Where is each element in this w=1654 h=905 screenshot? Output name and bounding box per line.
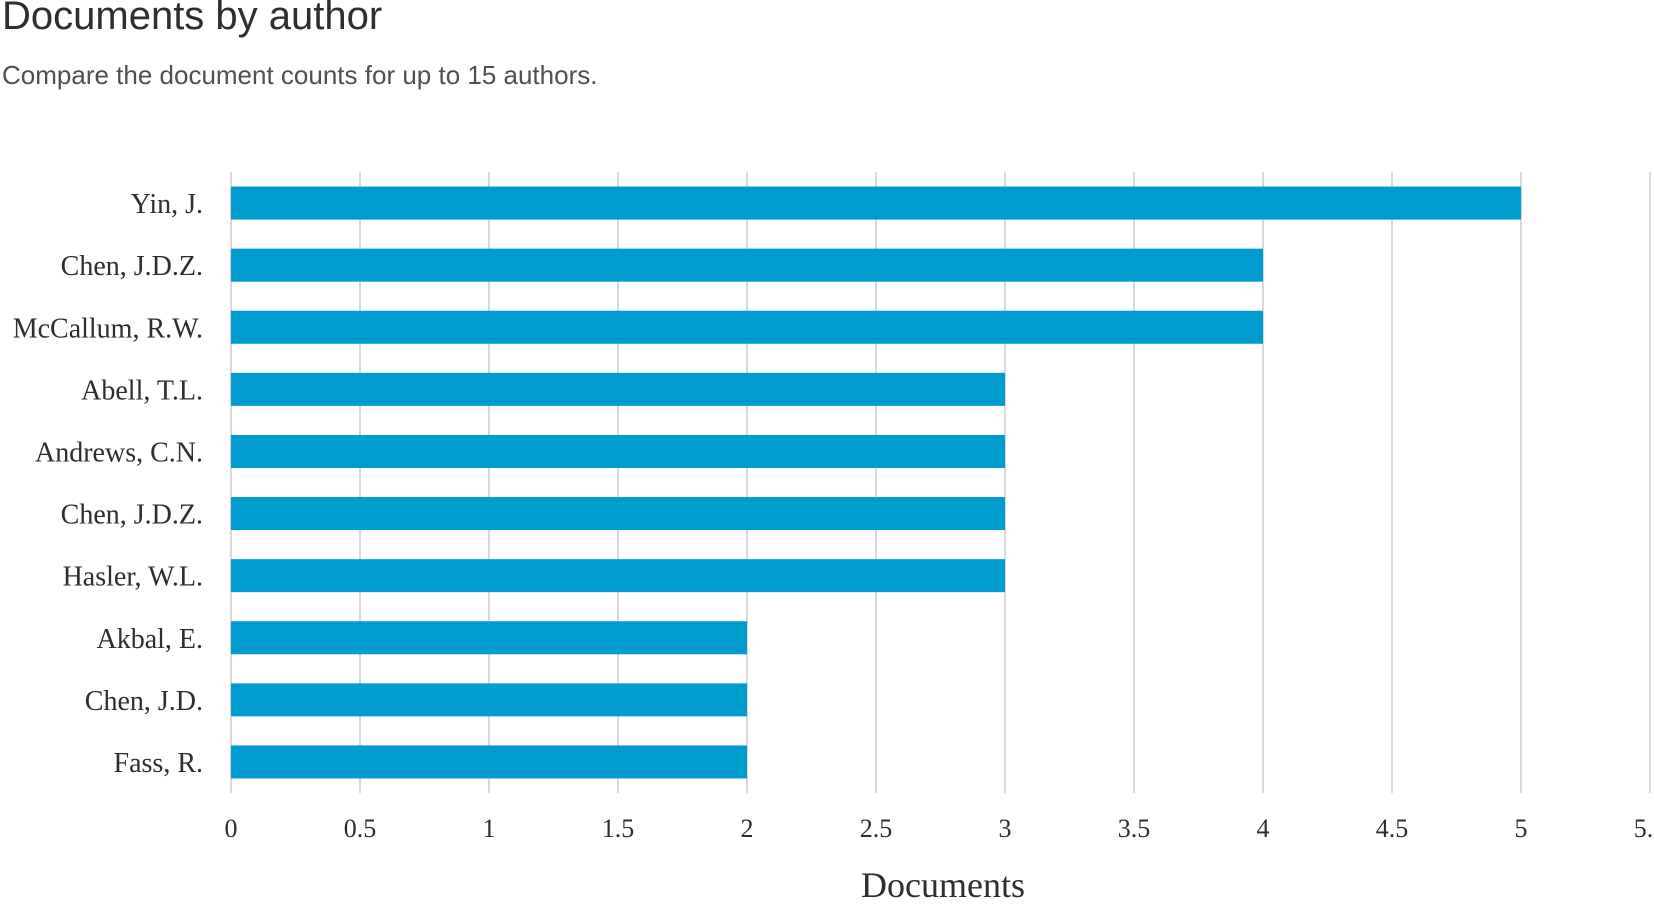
x-tick-label: 3 <box>999 814 1012 843</box>
x-tick-label: 0.5 <box>344 814 377 843</box>
x-axis-title: Documents <box>861 865 1025 900</box>
x-tick-labels: 0 0.5 1 1.5 2 2.5 3 3.5 4 4.5 5 5.5 <box>225 814 1654 843</box>
category-label: Fass, R. <box>114 748 203 779</box>
category-label: Chen, J.D.Z. <box>61 251 203 282</box>
bar[interactable] <box>231 745 747 778</box>
bar[interactable] <box>231 435 1005 468</box>
bar[interactable] <box>231 621 747 654</box>
bar[interactable] <box>231 559 1005 592</box>
x-tick-label: 1 <box>483 814 496 843</box>
x-tick-label: 2.5 <box>860 814 893 843</box>
category-labels: Yin, J. Chen, J.D.Z. McCallum, R.W. Abell, … <box>13 189 203 779</box>
category-label: Chen, J.D. <box>85 686 203 717</box>
bar[interactable] <box>231 249 1263 282</box>
x-tick-label: 2 <box>741 814 754 843</box>
bar[interactable] <box>231 683 747 716</box>
x-tick-label: 4.5 <box>1376 814 1409 843</box>
category-label: Andrews, C.N. <box>35 437 203 468</box>
category-label: McCallum, R.W. <box>13 313 203 344</box>
category-label: Yin, J. <box>131 189 203 220</box>
bar[interactable] <box>231 311 1263 344</box>
category-label: Hasler, W.L. <box>63 562 203 593</box>
bar[interactable] <box>231 187 1521 220</box>
x-tick-label: 5.5 <box>1634 814 1654 843</box>
category-label: Akbal, E. <box>96 624 203 655</box>
x-tick-label: 3.5 <box>1118 814 1151 843</box>
x-tick-label: 4 <box>1257 814 1270 843</box>
x-tick-label: 5 <box>1515 814 1528 843</box>
category-label: Abell, T.L. <box>81 375 203 406</box>
category-label: Chen, J.D.Z. <box>61 500 203 531</box>
x-tick-label: 1.5 <box>602 814 635 843</box>
x-tick-label: 0 <box>225 814 238 843</box>
bar[interactable] <box>231 497 1005 530</box>
bar[interactable] <box>231 373 1005 406</box>
